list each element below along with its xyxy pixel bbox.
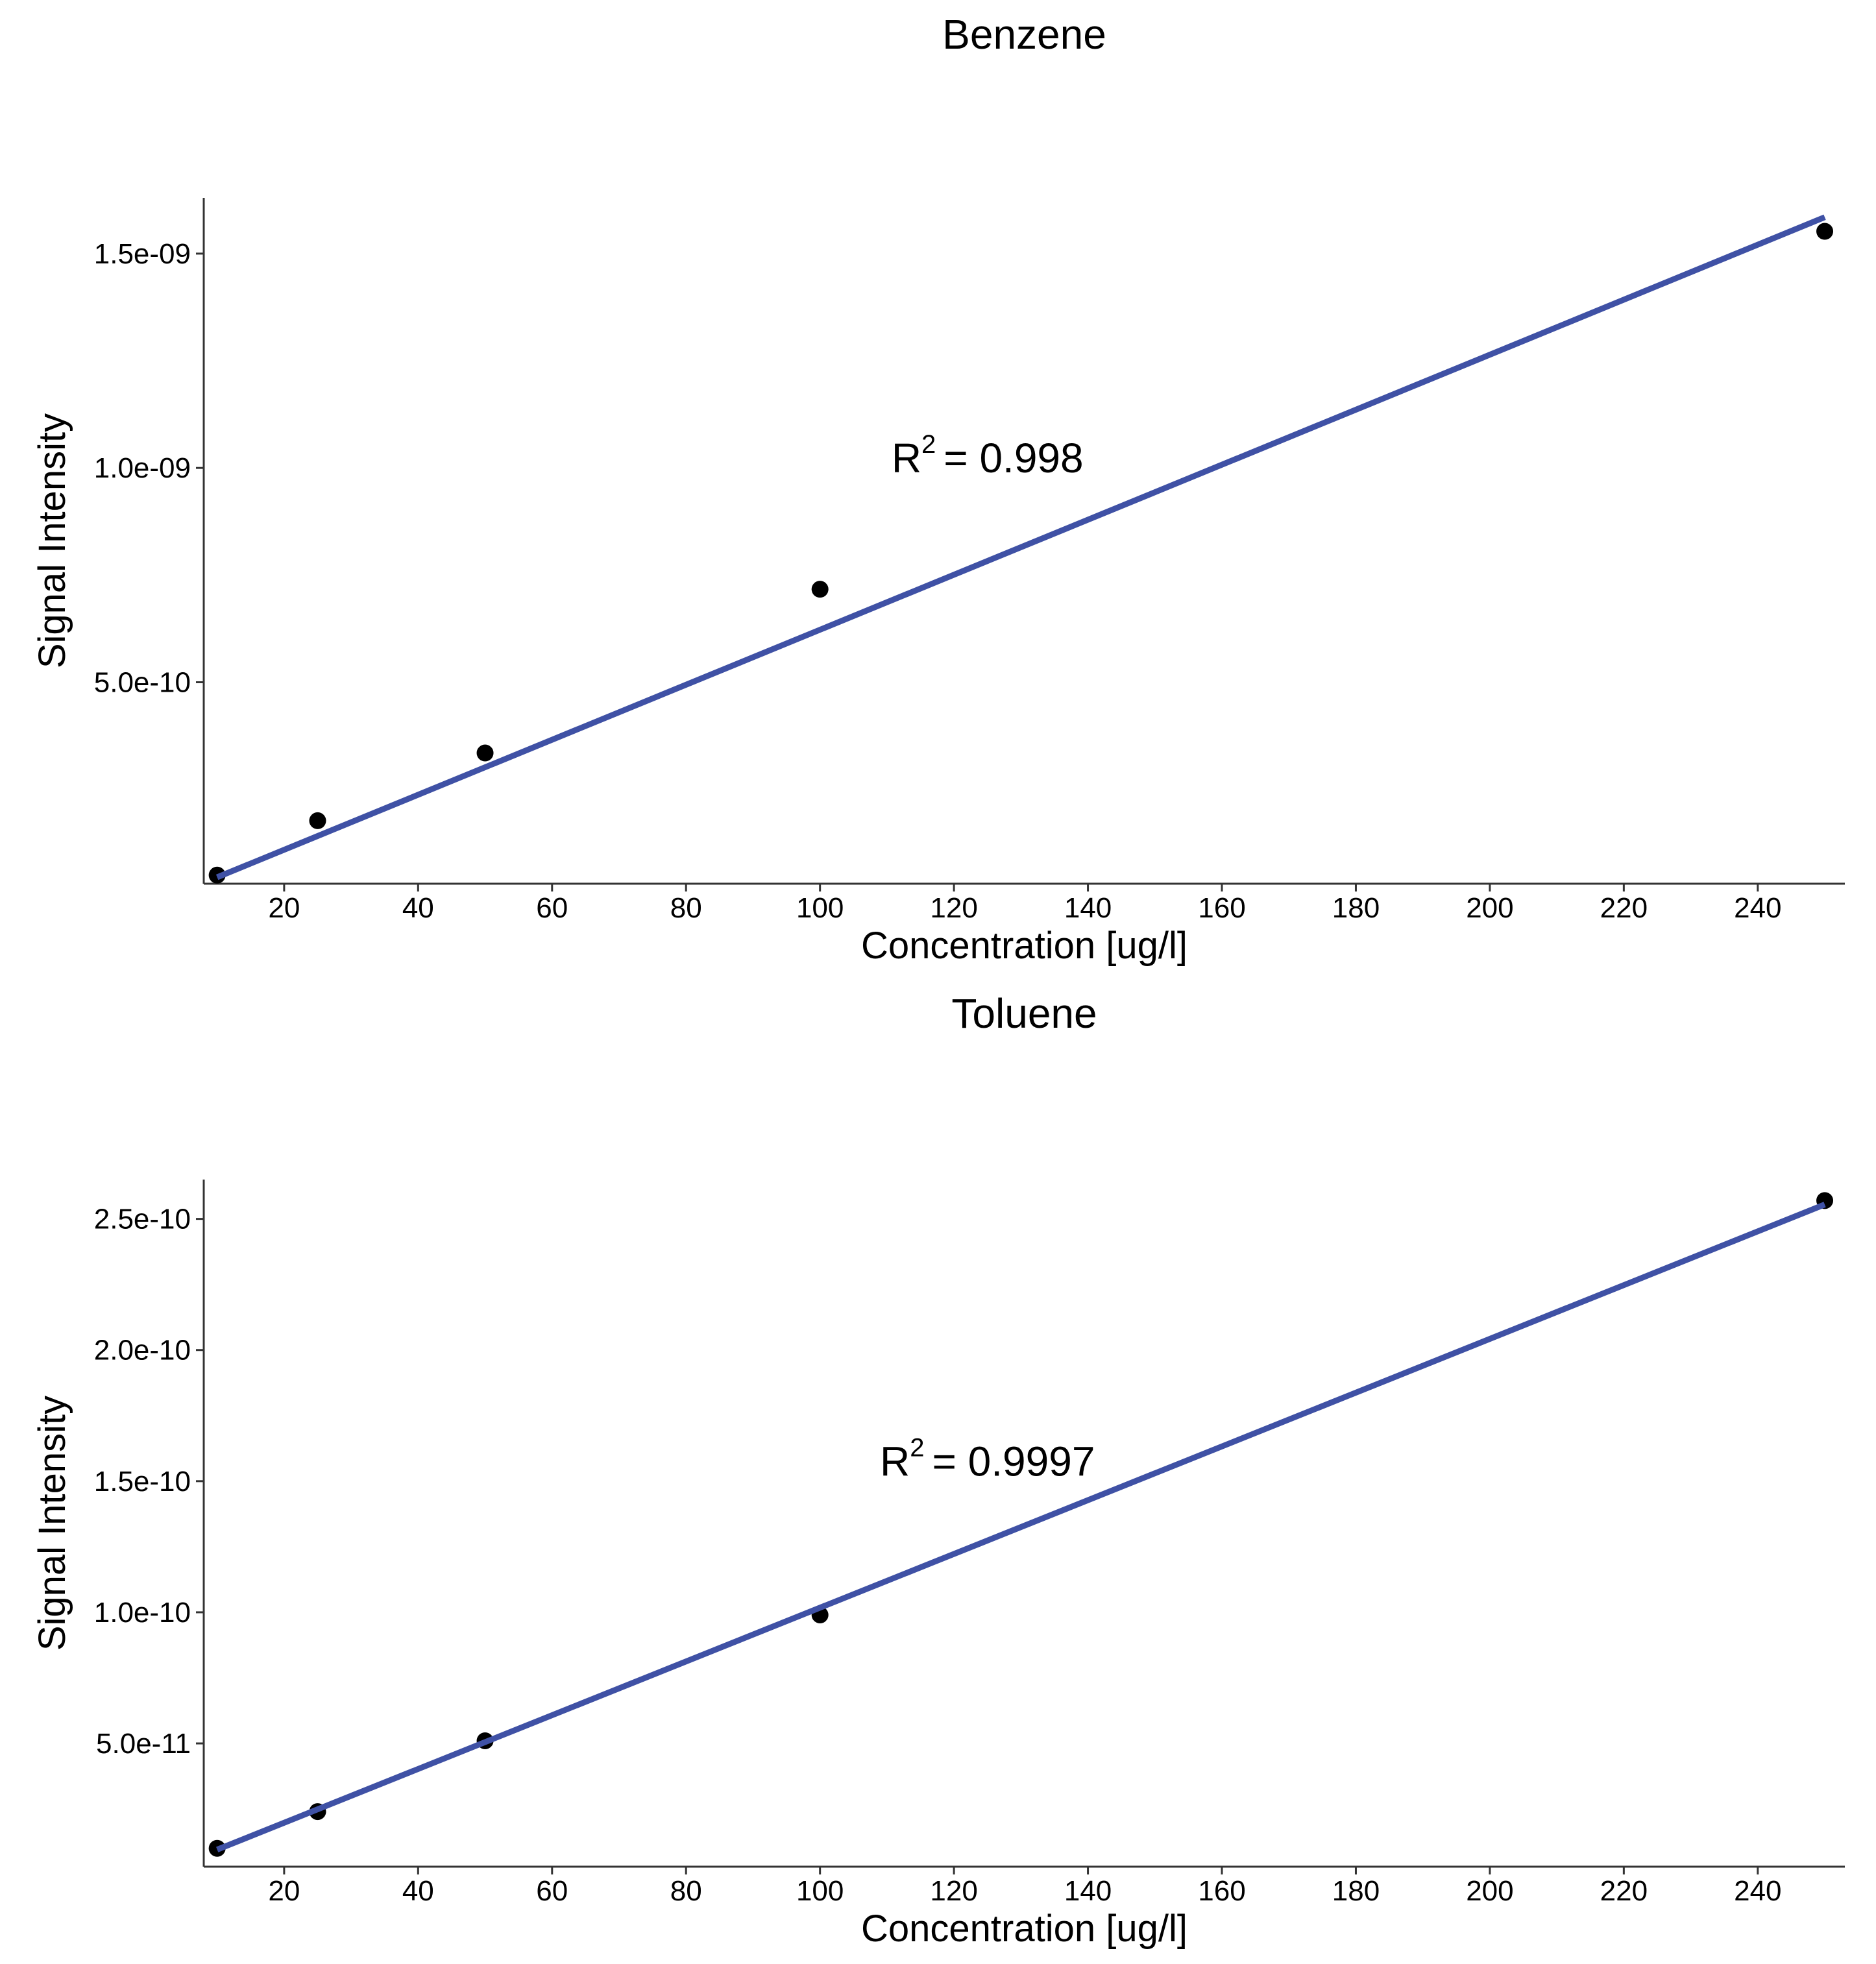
y-axis-label: Signal Intensity bbox=[31, 413, 73, 668]
x-tick-label: 140 bbox=[1064, 892, 1112, 924]
chart-title: Toluene bbox=[951, 990, 1097, 1037]
fit-line bbox=[215, 1202, 1826, 1852]
x-tick-label: 60 bbox=[536, 1875, 568, 1907]
x-axis-label: Concentration [ug/l] bbox=[861, 1908, 1188, 1950]
r-squared-prefix: R bbox=[880, 1438, 910, 1485]
y-tick-label: 5.0e-11 bbox=[96, 1728, 191, 1760]
y-tick-label: 1.0e-09 bbox=[94, 452, 191, 484]
data-point bbox=[476, 744, 494, 762]
r-squared-prefix: R bbox=[892, 435, 921, 481]
data-point bbox=[811, 581, 829, 598]
x-tick-label: 40 bbox=[402, 1875, 434, 1907]
x-tick-label: 80 bbox=[670, 892, 702, 924]
y-tick-label: 2.0e-10 bbox=[94, 1335, 191, 1366]
x-tick-label: 80 bbox=[670, 1875, 702, 1907]
r-squared-label: R2 = 0.9997 bbox=[880, 1434, 1095, 1485]
x-tick-label: 200 bbox=[1466, 892, 1513, 924]
chart-panel-1: Benzene 20 40 60 80 100 120 140 160 180 200 220 240 5… bbox=[31, 11, 1845, 967]
x-tick-label: 60 bbox=[536, 892, 568, 924]
data-point bbox=[1816, 223, 1834, 240]
x-tick-label: 20 bbox=[268, 1875, 300, 1907]
fit-line bbox=[215, 214, 1826, 880]
chart-title: Benzene bbox=[942, 11, 1106, 58]
x-tick-label: 200 bbox=[1466, 1875, 1513, 1907]
x-tick-label: 220 bbox=[1600, 1875, 1648, 1907]
y-tick-label: 2.5e-10 bbox=[94, 1204, 191, 1235]
y-axis-label: Signal Intensity bbox=[31, 1396, 73, 1651]
x-tick-label: 180 bbox=[1332, 1875, 1380, 1907]
x-tick-label: 240 bbox=[1734, 1875, 1781, 1907]
chart-panel-2: Toluene 20 40 60 80 100 120 140 160 180 200 220 240 5… bbox=[31, 990, 1845, 1950]
r-squared-superscript: 2 bbox=[910, 1434, 924, 1462]
y-tick-label: 1.5e-09 bbox=[94, 238, 191, 270]
x-tick-label: 120 bbox=[930, 1875, 977, 1907]
x-tick-label: 40 bbox=[402, 892, 434, 924]
x-tick-label: 240 bbox=[1734, 892, 1781, 924]
x-tick-label: 220 bbox=[1600, 892, 1648, 924]
x-axis-label: Concentration [ug/l] bbox=[861, 925, 1188, 967]
x-tick-label: 100 bbox=[796, 1875, 844, 1907]
r-squared-superscript: 2 bbox=[921, 430, 936, 459]
r-squared-label: R2 = 0.998 bbox=[892, 430, 1084, 481]
r-squared-value: = 0.998 bbox=[944, 435, 1083, 481]
x-tick-label: 160 bbox=[1198, 892, 1245, 924]
data-point bbox=[309, 812, 326, 829]
x-tick-label: 180 bbox=[1332, 892, 1380, 924]
y-tick-label: 1.5e-10 bbox=[94, 1466, 191, 1497]
x-tick-label: 120 bbox=[930, 892, 977, 924]
x-tick-label: 20 bbox=[268, 892, 300, 924]
y-tick-label: 5.0e-10 bbox=[94, 667, 191, 699]
y-tick-label: 1.0e-10 bbox=[94, 1597, 191, 1629]
r-squared-value: = 0.9997 bbox=[932, 1438, 1095, 1485]
x-tick-label: 100 bbox=[796, 892, 844, 924]
x-tick-label: 140 bbox=[1064, 1875, 1112, 1907]
x-tick-label: 160 bbox=[1198, 1875, 1245, 1907]
